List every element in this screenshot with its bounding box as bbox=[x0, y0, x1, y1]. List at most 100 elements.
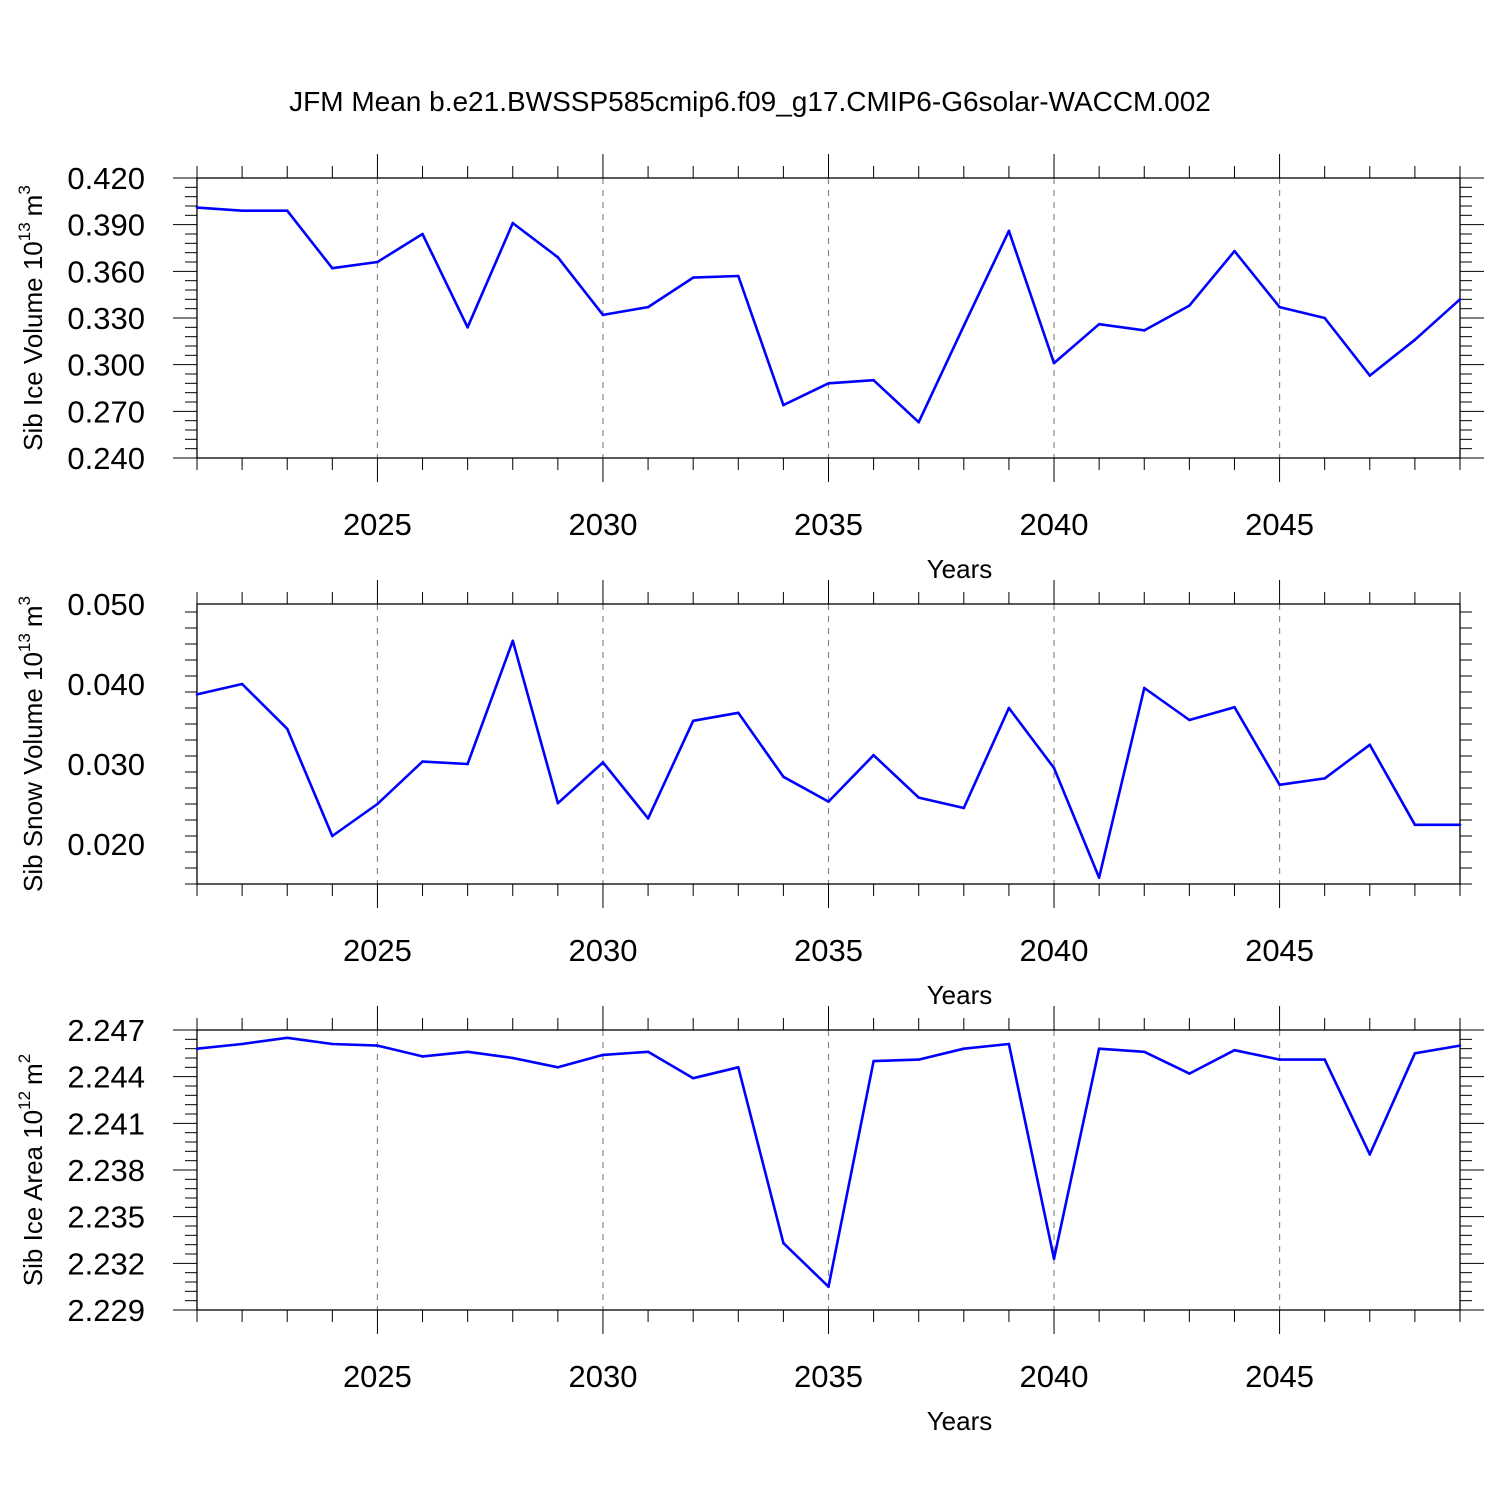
y-axis-label: Sib Ice Area 1012 m2 bbox=[15, 1054, 48, 1286]
data-point bbox=[1188, 718, 1191, 722]
y-tick-label: 2.241 bbox=[67, 1106, 145, 1141]
data-point bbox=[1142, 329, 1146, 332]
data-point bbox=[285, 727, 289, 731]
data-point bbox=[240, 1042, 244, 1046]
data-point bbox=[601, 1053, 605, 1057]
data-point bbox=[1007, 229, 1011, 233]
y-axis-label: Sib Ice Volume 1013 m3 bbox=[15, 185, 48, 451]
data-point bbox=[1413, 1052, 1417, 1055]
x-axis-label: Years bbox=[927, 980, 993, 1010]
data-point bbox=[1097, 876, 1101, 879]
data-point bbox=[376, 802, 379, 806]
y-axis-label-main: Sib Snow Volume 10 bbox=[18, 652, 48, 892]
data-point bbox=[511, 221, 515, 225]
data-point bbox=[376, 260, 379, 264]
data-point bbox=[331, 1042, 334, 1046]
x-tick-label: 2035 bbox=[794, 933, 863, 968]
data-point bbox=[1052, 1257, 1056, 1260]
data-point bbox=[1368, 743, 1372, 747]
data-point bbox=[195, 693, 199, 696]
data-point bbox=[1052, 361, 1056, 365]
data-point bbox=[1278, 305, 1281, 309]
y-tick-label: 2.238 bbox=[67, 1153, 145, 1188]
data-point bbox=[1233, 249, 1236, 253]
x-tick-label: 2040 bbox=[1020, 507, 1089, 542]
x-tick-label: 2045 bbox=[1245, 933, 1314, 968]
y-tick-label: 0.050 bbox=[67, 587, 145, 622]
data-point bbox=[691, 276, 695, 279]
data-point bbox=[736, 711, 740, 715]
y-tick-label: 0.330 bbox=[67, 301, 145, 336]
x-tick-label: 2030 bbox=[568, 933, 637, 968]
x-axis-label: Years bbox=[927, 1406, 993, 1436]
data-point bbox=[1007, 1042, 1011, 1046]
y-axis-label-exp: 13 bbox=[15, 633, 34, 652]
chart-title: JFM Mean b.e21.BWSSP585cmip6.f09_g17.CMI… bbox=[289, 86, 1211, 117]
data-point bbox=[1007, 706, 1011, 710]
data-point bbox=[466, 326, 469, 329]
y-axis-label-unit-exp: 3 bbox=[15, 596, 34, 605]
data-point bbox=[1368, 1153, 1372, 1156]
data-point bbox=[1233, 1048, 1236, 1052]
x-axis-label: Years bbox=[927, 554, 993, 584]
data-point bbox=[872, 753, 875, 757]
data-point bbox=[917, 1058, 921, 1061]
y-axis-label-main: Sib Ice Volume 10 bbox=[18, 241, 48, 451]
data-point bbox=[1458, 298, 1462, 301]
y-axis-label-unit: m bbox=[18, 605, 48, 627]
y-tick-label: 0.360 bbox=[67, 254, 145, 289]
data-point bbox=[646, 817, 650, 820]
data-point bbox=[240, 209, 244, 212]
data-point bbox=[421, 760, 424, 763]
data-point bbox=[511, 1056, 515, 1060]
data-point bbox=[1233, 705, 1236, 709]
y-tick-label: 0.300 bbox=[67, 348, 145, 383]
data-point bbox=[195, 1047, 199, 1050]
y-axis-label-exp: 13 bbox=[15, 222, 34, 241]
data-point bbox=[917, 796, 921, 799]
data-point bbox=[1323, 1058, 1326, 1061]
data-point bbox=[556, 256, 560, 259]
data-point bbox=[1323, 777, 1326, 780]
data-point bbox=[240, 682, 244, 686]
y-axis-label: Sib Snow Volume 1013 m3 bbox=[15, 596, 48, 892]
data-point bbox=[1097, 322, 1101, 326]
data-point bbox=[285, 209, 289, 212]
data-point bbox=[1413, 338, 1417, 342]
data-point bbox=[556, 1066, 560, 1069]
data-point bbox=[736, 1066, 740, 1069]
data-point bbox=[872, 1059, 875, 1063]
data-point bbox=[917, 420, 921, 424]
data-point bbox=[195, 206, 199, 209]
y-tick-label: 0.030 bbox=[67, 747, 145, 782]
data-point bbox=[601, 313, 605, 317]
y-tick-label: 2.235 bbox=[67, 1200, 145, 1235]
panel-3: 2.229 2.232 2.235 2.238 2.241 2.244 2.247 2025 2… bbox=[15, 1006, 1484, 1436]
x-tick-label: 2035 bbox=[794, 507, 863, 542]
data-point bbox=[466, 1050, 469, 1054]
y-axis-label-unit: m bbox=[18, 1063, 48, 1085]
data-point bbox=[782, 775, 785, 779]
data-point bbox=[1188, 1072, 1191, 1075]
data-point bbox=[466, 762, 469, 766]
data-point bbox=[827, 800, 830, 803]
data-point bbox=[1097, 1047, 1101, 1050]
y-axis-label-unit-exp: 3 bbox=[15, 185, 34, 194]
x-tick-label: 2030 bbox=[568, 507, 637, 542]
data-point bbox=[1278, 783, 1281, 787]
data-point bbox=[691, 1076, 695, 1080]
data-point bbox=[1458, 1044, 1462, 1047]
x-tick-label: 2035 bbox=[794, 1359, 863, 1394]
data-point bbox=[827, 1285, 830, 1288]
data-point bbox=[331, 834, 334, 838]
y-tick-label: 0.270 bbox=[67, 394, 145, 429]
data-point bbox=[782, 403, 785, 407]
y-tick-label: 0.420 bbox=[67, 161, 145, 196]
data-point bbox=[1323, 316, 1326, 320]
x-tick-label: 2045 bbox=[1245, 1359, 1314, 1394]
data-point bbox=[1368, 374, 1372, 377]
data-point bbox=[872, 378, 875, 382]
data-point bbox=[1142, 1050, 1146, 1054]
data-point bbox=[421, 232, 424, 236]
